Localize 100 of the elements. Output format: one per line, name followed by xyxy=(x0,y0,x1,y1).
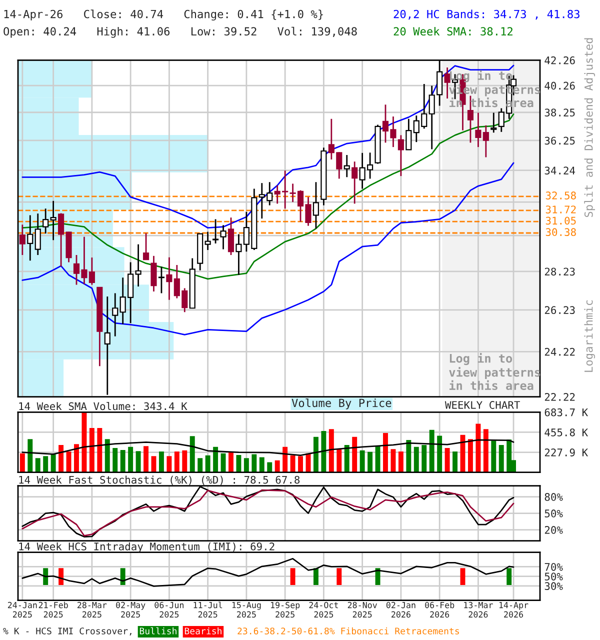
bar xyxy=(244,458,249,472)
bar xyxy=(476,424,481,472)
bar xyxy=(82,412,87,472)
y-tick-label: 26.23 xyxy=(544,306,575,314)
x-tick-label: 06-Feb 2026 xyxy=(425,602,454,618)
text: WEEKLY CHART xyxy=(444,401,520,409)
bar xyxy=(104,439,110,472)
legend-title: % K - HCS IMI Crossover, xyxy=(3,628,132,636)
bar xyxy=(383,432,388,472)
x-tick-label: 14-Apr 2026 xyxy=(499,602,528,618)
x-tick-label: 15-Aug 2025 xyxy=(232,602,261,618)
text: Bullish xyxy=(140,627,176,634)
candlestick xyxy=(475,112,482,148)
y-tick-label: 28.23 xyxy=(544,268,575,276)
line-series xyxy=(22,113,514,280)
ref-line-label: 31.72 xyxy=(546,206,576,214)
text: Bearish xyxy=(184,627,222,634)
bar xyxy=(328,429,334,472)
candlestick xyxy=(482,124,489,158)
bar xyxy=(120,450,126,472)
text: 23.6-38.2-50-61.8% Fibonacci Retracements xyxy=(238,627,459,634)
y-tick-label: 683.7 K xyxy=(544,408,588,416)
bar xyxy=(50,454,56,472)
bar xyxy=(321,431,326,472)
bar xyxy=(429,430,434,472)
bar xyxy=(236,454,242,472)
text: 20 Week SMA: 38.12 xyxy=(394,26,512,36)
x-tick-label: 24-Oct 2025 xyxy=(309,602,338,618)
bar xyxy=(190,436,195,472)
bar xyxy=(74,444,79,472)
bar xyxy=(43,456,48,472)
bar xyxy=(166,456,172,472)
bar xyxy=(406,440,412,472)
line-series xyxy=(22,558,514,587)
bar xyxy=(336,450,342,472)
y-tick-label: 34.24 xyxy=(544,166,576,174)
x-tick-label: 02-May 2025 xyxy=(116,602,146,618)
bar xyxy=(498,444,504,472)
candlestick xyxy=(112,292,118,338)
candlestick xyxy=(158,266,165,294)
bar xyxy=(274,460,280,472)
bar xyxy=(158,451,164,472)
candlestick xyxy=(27,214,34,262)
y-tick-label: 24.22 xyxy=(544,348,575,356)
text: 20,2 HC Bands: 34.73 , 41.83 xyxy=(394,10,580,20)
text: Split and Dividend Adjusted xyxy=(584,38,595,218)
y-tick-label: 50% xyxy=(544,572,563,580)
y-tick-label: 38.25 xyxy=(544,108,575,116)
chart-title: 14 Week SMA Volume: 343.4 K xyxy=(19,402,188,410)
candlestick xyxy=(150,255,157,292)
x-tick-label: 11-Jul 2025 xyxy=(194,602,222,618)
bar xyxy=(89,428,94,472)
bar xyxy=(205,455,210,472)
candlestick xyxy=(344,154,350,178)
chart-title: 14-Apr-26 Close: 40.74 Change: 0.41 {+1.0 %} xyxy=(4,10,323,20)
bar xyxy=(35,458,40,472)
bar xyxy=(182,450,188,472)
text: Logarithmic xyxy=(584,300,596,372)
bar xyxy=(213,446,218,472)
x-tick-label: 13-Mar 2026 xyxy=(464,602,493,618)
candlestick xyxy=(312,181,320,230)
bar xyxy=(491,440,496,472)
candlestick xyxy=(220,224,226,250)
y-tick-label: 20% xyxy=(544,526,563,534)
y-tick-label: 40.26 xyxy=(544,82,575,90)
bar xyxy=(313,436,318,472)
candlestick xyxy=(490,112,497,134)
bar xyxy=(144,446,148,472)
bar xyxy=(290,455,296,472)
ref-line-label: 30.38 xyxy=(546,228,576,236)
bar xyxy=(112,448,118,472)
bar xyxy=(375,446,380,472)
bar xyxy=(228,452,234,472)
line-series xyxy=(22,162,514,336)
x-tick-label: 28-Nov 2025 xyxy=(348,602,377,618)
candlestick xyxy=(34,212,41,256)
y-tick-label: 42.26 xyxy=(544,56,575,64)
bar xyxy=(390,449,396,472)
chart-title: 14 Week HCS Intraday Momentum (IMI): 69.2 xyxy=(19,542,274,552)
bar xyxy=(198,458,203,472)
y-tick-label: 70% xyxy=(544,562,563,571)
bar xyxy=(220,453,226,472)
bar xyxy=(282,446,288,472)
x-tick-label: 19-Sep 2025 xyxy=(271,602,300,618)
y-tick-label: 50% xyxy=(544,510,563,518)
ref-line-label: 32.58 xyxy=(546,192,576,200)
x-tick-label: 28-Mar 2025 xyxy=(78,602,107,618)
candlestick xyxy=(166,256,172,301)
bar xyxy=(352,436,358,472)
bar xyxy=(444,448,450,472)
candlestick xyxy=(352,160,358,204)
line-series xyxy=(22,439,514,456)
y-tick-label: 80% xyxy=(544,493,563,501)
y-tick-label: 227.9 K xyxy=(544,448,588,456)
candlestick xyxy=(228,216,234,256)
bar xyxy=(298,456,304,472)
bar xyxy=(97,428,102,472)
candlestick xyxy=(42,208,49,234)
bar xyxy=(483,429,488,472)
bar xyxy=(259,457,264,472)
